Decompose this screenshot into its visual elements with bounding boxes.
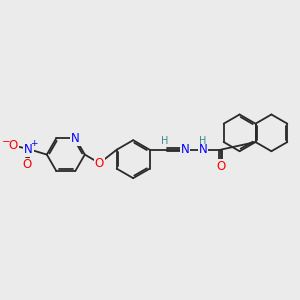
Text: N: N <box>24 142 33 156</box>
Text: O: O <box>95 157 104 170</box>
Text: +: + <box>30 139 38 148</box>
Text: O: O <box>22 158 32 172</box>
Text: N: N <box>181 143 190 156</box>
Text: N: N <box>71 132 80 145</box>
Text: N: N <box>199 143 207 156</box>
Text: O: O <box>216 160 225 173</box>
Text: H: H <box>199 136 206 146</box>
Text: −: − <box>2 137 11 147</box>
Text: H: H <box>161 136 169 146</box>
Text: O: O <box>8 139 18 152</box>
